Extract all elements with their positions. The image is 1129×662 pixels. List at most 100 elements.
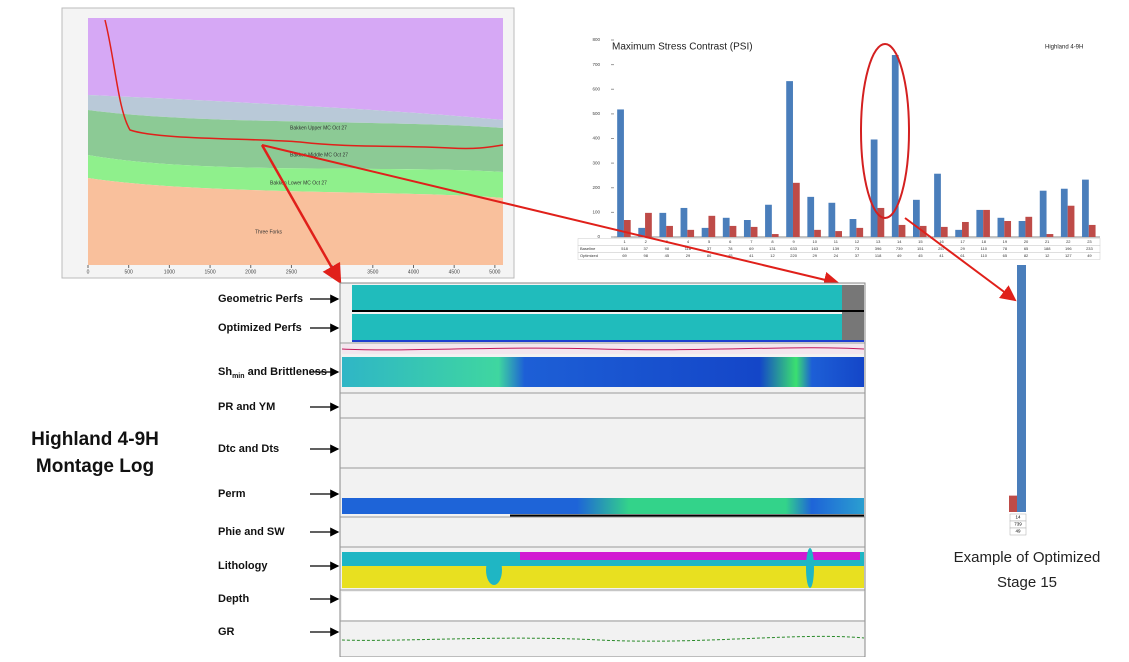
bar (1046, 234, 1054, 237)
track-fill (342, 498, 864, 514)
caption: Stage 15 (997, 574, 1057, 591)
track-fill (342, 357, 864, 387)
table-cell: 41 (939, 253, 944, 258)
bar (1039, 190, 1047, 237)
track-label: Lithology (218, 560, 268, 572)
x-tick-label: 5000 (489, 269, 500, 275)
bar (638, 227, 646, 237)
bar (807, 196, 815, 237)
table-row-label: Optimized (580, 253, 598, 258)
table-cell: 45 (918, 253, 923, 258)
stage-zoom: 14 739 49 (1009, 265, 1027, 536)
y-tick-label: 100 (592, 210, 600, 215)
bar (623, 220, 631, 237)
y-tick-label: 500 (592, 111, 600, 116)
caption: Example of Optimized (954, 549, 1101, 566)
bar (617, 109, 624, 237)
bar (771, 234, 779, 237)
track-label: Dtc and Dts (218, 443, 279, 455)
table-cell: 65 (1024, 246, 1029, 251)
x-tick-label: 8 (771, 239, 774, 244)
x-tick-label: 3500 (367, 269, 378, 275)
table-cell: 65 (1003, 253, 1008, 258)
y-tick-label: 800 (592, 37, 600, 42)
bar (934, 173, 941, 237)
table-cell: 61 (960, 253, 965, 258)
table-cell: 49 (1015, 529, 1021, 534)
bar (835, 231, 842, 237)
table-cell: 131 (769, 246, 776, 251)
x-tick-label: 15 (918, 239, 923, 244)
table-cell: 98 (665, 246, 670, 251)
slide-title: Highland 4-9H (31, 429, 159, 450)
slide-title: Montage Log (36, 456, 154, 477)
x-tick-label: 6 (729, 239, 732, 244)
table-cell: 24 (834, 253, 839, 258)
table-cell: 739 (1014, 522, 1022, 527)
bar (645, 212, 652, 237)
x-tick-label: 11 (834, 239, 839, 244)
bar (1060, 188, 1068, 237)
bar (743, 220, 751, 237)
x-tick-label: 5 (708, 239, 711, 244)
bar (1088, 224, 1096, 237)
table-cell: 220 (790, 253, 797, 258)
layer-shape (88, 18, 503, 120)
x-tick-label: 17 (960, 239, 965, 244)
montage-log (339, 282, 866, 658)
x-tick-label: 18 (982, 239, 987, 244)
bar (708, 215, 716, 237)
x-tick-label: 9 (792, 239, 795, 244)
track-label-text: PR and YM (218, 401, 275, 413)
table-cell: 396 (875, 246, 882, 251)
table-cell: 518 (621, 246, 628, 251)
bar (659, 212, 667, 237)
table-cell: 151 (917, 246, 924, 251)
table-cell: 82 (1024, 253, 1029, 258)
table-cell: 139 (833, 246, 840, 251)
track-label-text: Phie and SW (218, 526, 285, 538)
table-cell: 69 (622, 253, 627, 258)
x-tick-label: 7 (750, 239, 753, 244)
table-cell: 188 (1044, 246, 1051, 251)
track-fill (486, 555, 502, 585)
x-tick-label: 2500 (286, 269, 297, 275)
chart-title: Maximum Stress Contrast (PSI) (612, 42, 753, 53)
layer-shape (88, 95, 503, 128)
table-cell-box (1009, 527, 1027, 536)
bar (722, 217, 730, 237)
table-cell: 118 (685, 246, 692, 251)
table-row-label: Baseline (580, 246, 596, 251)
bar (729, 225, 737, 237)
x-tick-label: 19 (1003, 239, 1008, 244)
well-path (104, 19, 504, 150)
bar (687, 229, 695, 237)
table-cell: 29 (813, 253, 818, 258)
bar (898, 224, 906, 237)
track-label-text: Optimized Perfs (218, 322, 302, 334)
layer-label: Bakken Lower MC Oct 27 (270, 180, 327, 186)
bar (983, 209, 990, 237)
x-tick-label: 14 (897, 239, 902, 244)
y-tick-label: 200 (592, 185, 600, 190)
x-tick-label: 1500 (204, 269, 215, 275)
bar (955, 229, 963, 237)
table-cell: 45 (665, 253, 670, 258)
table-row (577, 252, 1101, 260)
table-cell: 127 (1065, 253, 1072, 258)
x-tick-label: 20 (1024, 239, 1029, 244)
table-cell: 110 (981, 246, 988, 251)
x-tick-label: 4500 (449, 269, 460, 275)
x-tick-label: 22 (1066, 239, 1071, 244)
table-cell: 12 (770, 253, 775, 258)
table-cell: 73 (855, 246, 860, 251)
x-tick-label: 1 (623, 239, 626, 244)
track-label-sub: min (232, 373, 244, 380)
table-cell: 14 (1015, 515, 1021, 520)
track-fill (806, 548, 814, 588)
table-cell: 37 (707, 246, 712, 251)
bar (1082, 179, 1089, 237)
arrow (261, 144, 840, 288)
stress-chart: Maximum Stress Contrast (PSI) Highland 4… (577, 37, 1101, 260)
